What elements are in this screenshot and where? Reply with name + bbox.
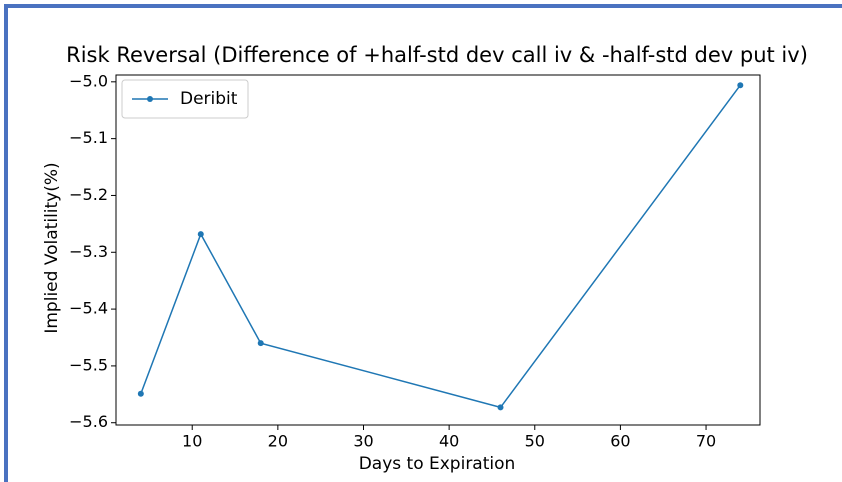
legend-marker [147,96,153,102]
legend-box [121,79,249,119]
point [197,231,204,238]
plot-area [115,74,761,426]
point [737,82,744,89]
series-line [140,84,741,409]
y-tick-label: −5.0 [69,71,108,90]
point [257,340,264,347]
frame-border-top [4,4,842,8]
frame-border-left [4,4,8,482]
point [497,404,504,411]
x-tick-label: 60 [610,432,630,451]
x-tick-label: 40 [439,432,459,451]
y-tick-label: −5.2 [69,185,108,204]
x-tick-label: 50 [525,432,545,451]
x-tick-label: 70 [696,432,716,451]
x-tick-label: 10 [182,432,202,451]
x-tick-label: 20 [268,432,288,451]
x-axis-label: Days to Expiration [359,454,516,474]
y-tick-label: −5.3 [69,242,108,261]
y-tick-label: −5.5 [69,355,108,374]
x-tick-label: 30 [353,432,373,451]
legend-label: Deribit [180,89,238,109]
y-tick-label: −5.1 [69,128,108,147]
chart-title: Risk Reversal (Difference of +half-std d… [66,43,808,67]
y-axis-label: Implied Volatility(%) [42,162,62,333]
point [137,390,144,397]
y-tick-label: −5.6 [69,412,108,431]
y-tick-label: −5.4 [69,299,108,318]
